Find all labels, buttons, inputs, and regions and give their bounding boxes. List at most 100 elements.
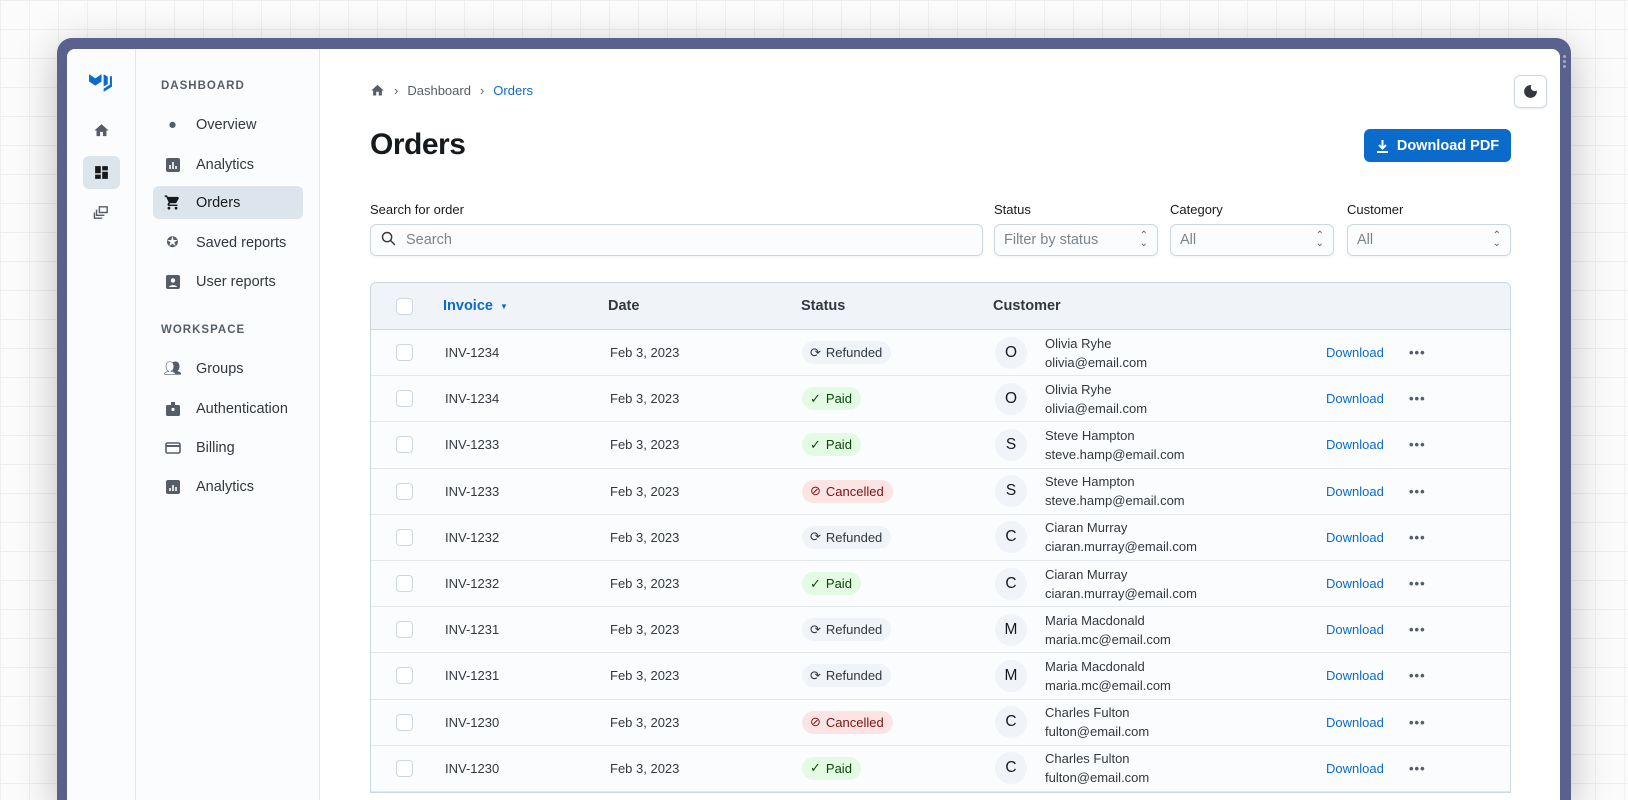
- status-icon: ✓: [810, 390, 821, 406]
- download-link[interactable]: Download: [1326, 714, 1384, 730]
- customer-email: steve.hamp@email.com: [1045, 446, 1185, 462]
- customer-select[interactable]: All ⌃ ⌄: [1347, 224, 1511, 256]
- column-customer[interactable]: Customer: [993, 298, 1061, 314]
- customer-email: fulton@email.com: [1045, 724, 1150, 740]
- row-checkbox[interactable]: [396, 575, 413, 593]
- status-select[interactable]: Filter by status ⌃ ⌄: [994, 224, 1158, 256]
- main-content: › Dashboard › Orders Orders Download PDF…: [320, 49, 1560, 800]
- status-icon: ✓: [810, 760, 821, 776]
- mui-logo-icon[interactable]: [88, 72, 113, 98]
- column-status[interactable]: Status: [801, 298, 846, 314]
- status-label: Refunded: [825, 668, 883, 684]
- category-select[interactable]: All ⌃ ⌄: [1170, 224, 1334, 256]
- status-icon: ⟳: [810, 621, 821, 637]
- more-options-icon[interactable]: •••: [1409, 437, 1426, 453]
- nav-item-overview[interactable]: ● Overview: [153, 108, 303, 141]
- invoice-cell: INV-1231: [445, 668, 500, 684]
- rail-collections-button[interactable]: [83, 196, 120, 229]
- row-checkbox[interactable]: [396, 344, 413, 362]
- nav-item-analytics[interactable]: Analytics: [153, 148, 303, 181]
- download-link[interactable]: Download: [1326, 483, 1384, 499]
- more-options-icon[interactable]: •••: [1409, 529, 1426, 545]
- avatar: M: [995, 659, 1027, 692]
- dark-mode-toggle[interactable]: [1514, 75, 1547, 108]
- more-options-icon[interactable]: •••: [1409, 345, 1426, 361]
- more-options-icon[interactable]: •••: [1409, 714, 1426, 730]
- nav-item-billing[interactable]: Billing: [153, 431, 303, 464]
- status-chip: ✓ Paid: [802, 387, 861, 411]
- search-placeholder: Search: [406, 232, 452, 248]
- column-date[interactable]: Date: [608, 298, 640, 314]
- download-link[interactable]: Download: [1326, 760, 1384, 776]
- customer-email: fulton@email.com: [1045, 770, 1150, 786]
- customer-name: Ciaran Murray: [1045, 520, 1128, 536]
- row-checkbox[interactable]: [396, 759, 413, 777]
- row-checkbox[interactable]: [396, 436, 413, 454]
- row-checkbox[interactable]: [396, 621, 413, 639]
- resize-handle[interactable]: [1563, 55, 1567, 70]
- more-options-icon[interactable]: •••: [1409, 668, 1426, 684]
- analytics-icon: [164, 478, 181, 495]
- table-row: INV-1234 Feb 3, 2023 ⟳ Refunded O Olivia …: [371, 330, 1510, 377]
- nav-item-label: Analytics: [196, 478, 255, 495]
- date-cell: Feb 3, 2023: [610, 714, 680, 730]
- status-chip: ⟳ Refunded: [802, 664, 892, 688]
- more-options-icon[interactable]: •••: [1409, 576, 1426, 592]
- app-window: DASHBOARD ● Overview Analytics Orders ✪ Sa…: [67, 49, 1560, 800]
- download-link[interactable]: Download: [1326, 391, 1384, 407]
- avatar: S: [995, 428, 1027, 461]
- more-options-icon[interactable]: •••: [1409, 622, 1426, 638]
- row-checkbox[interactable]: [396, 667, 413, 685]
- status-label: Cancelled: [825, 483, 884, 499]
- status-icon: ⟳: [810, 529, 821, 545]
- row-checkbox[interactable]: [396, 528, 413, 546]
- bubble-chart-icon: ●: [168, 116, 177, 133]
- breadcrumb: › Dashboard › Orders: [370, 83, 533, 98]
- invoice-cell: INV-1234: [445, 345, 500, 361]
- download-pdf-button[interactable]: Download PDF: [1364, 129, 1511, 162]
- nav-item-user-reports[interactable]: User reports: [153, 265, 303, 298]
- status-placeholder: Filter by status: [1004, 232, 1099, 248]
- download-link[interactable]: Download: [1326, 576, 1384, 592]
- avatar: O: [995, 382, 1027, 415]
- download-link[interactable]: Download: [1326, 622, 1384, 638]
- more-options-icon[interactable]: •••: [1409, 483, 1426, 499]
- breadcrumb-dashboard[interactable]: Dashboard: [407, 83, 471, 98]
- moon-icon: [1524, 85, 1537, 98]
- select-all-checkbox[interactable]: [396, 297, 413, 315]
- nav-item-authentication[interactable]: Authentication: [153, 392, 303, 425]
- download-link[interactable]: Download: [1326, 668, 1384, 684]
- search-input[interactable]: Search: [370, 224, 983, 256]
- nav-item-saved-reports[interactable]: ✪ Saved reports: [153, 226, 303, 259]
- rail-home-button[interactable]: [83, 114, 120, 147]
- row-checkbox[interactable]: [396, 390, 413, 408]
- status-label: Paid: [825, 760, 852, 776]
- download-link[interactable]: Download: [1326, 345, 1384, 361]
- column-invoice[interactable]: Invoice ▼: [443, 283, 508, 329]
- download-link[interactable]: Download: [1326, 529, 1384, 545]
- row-checkbox[interactable]: [396, 713, 413, 731]
- status-label: Status: [994, 202, 1031, 217]
- home-icon[interactable]: [370, 83, 385, 98]
- more-options-icon[interactable]: •••: [1409, 391, 1426, 407]
- nav-section-title: DASHBOARD: [161, 80, 245, 92]
- status-icon: ⟳: [810, 344, 821, 360]
- nav-item-analytics-workspace[interactable]: Analytics: [153, 470, 303, 503]
- nav-item-groups[interactable]: 👥︎ Groups: [153, 352, 303, 385]
- home-icon: [94, 124, 109, 137]
- sort-desc-icon: ▼: [499, 301, 508, 311]
- rail-dashboard-button[interactable]: [83, 156, 120, 189]
- status-icon: ✓: [810, 436, 821, 452]
- date-cell: Feb 3, 2023: [610, 437, 680, 453]
- row-checkbox[interactable]: [396, 482, 413, 500]
- status-label: Cancelled: [825, 714, 884, 730]
- more-options-icon[interactable]: •••: [1409, 760, 1426, 776]
- nav-item-label: Analytics: [196, 156, 255, 173]
- invoice-cell: INV-1232: [445, 529, 500, 545]
- status-icon: ⊘: [810, 714, 821, 730]
- badge-icon: [164, 400, 181, 417]
- nav-item-orders[interactable]: Orders: [153, 186, 303, 219]
- download-link[interactable]: Download: [1326, 437, 1384, 453]
- search-label: Search for order: [370, 202, 464, 217]
- breadcrumb-separator: ›: [394, 83, 399, 98]
